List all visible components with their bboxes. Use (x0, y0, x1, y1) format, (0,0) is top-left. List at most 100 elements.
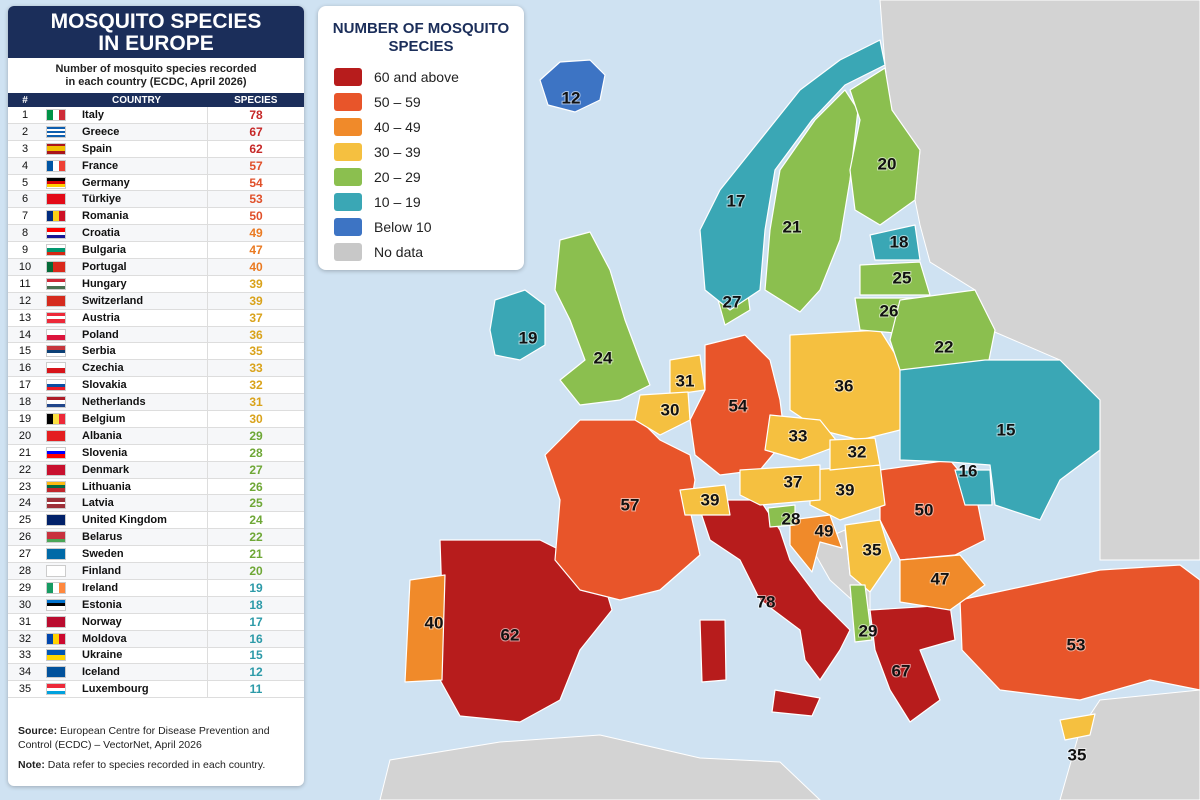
country-shape (954, 469, 993, 506)
flag-stripe (47, 248, 65, 252)
country-value: 29 (859, 621, 878, 640)
country-value: 15 (997, 420, 1016, 439)
species: 31 (207, 393, 304, 412)
table-body: 1 Italy 78 2 Greece 67 3 Spain 62 4 France 57 5 Germa… (8, 107, 304, 699)
country-shape (869, 224, 921, 261)
country-value: 47 (931, 569, 950, 588)
species: 78 (207, 107, 304, 124)
flag (46, 277, 66, 290)
rank: 27 (8, 545, 42, 564)
species: 32 (207, 376, 304, 395)
flag-stripe (47, 353, 65, 357)
flag-cell (42, 376, 82, 395)
legend-swatch (334, 192, 362, 211)
country-value: 25 (893, 268, 912, 287)
flag (46, 311, 66, 324)
flag-cell (42, 275, 82, 293)
country: Luxembourg (82, 680, 208, 699)
rank: 34 (8, 663, 42, 682)
table-row: 13 Austria 37 (8, 309, 304, 327)
table-row: 4 France 57 (8, 157, 304, 175)
flag-stripe (47, 655, 65, 661)
table-row: 14 Poland 36 (8, 326, 304, 344)
flag-stripe (59, 582, 65, 593)
table-row: 34 Iceland 12 (8, 663, 304, 682)
species: 50 (207, 207, 304, 226)
legend-item: 10 – 19 (334, 189, 524, 214)
title: MOSQUITO SPECIES IN EUROPE (8, 6, 304, 58)
country: Austria (82, 309, 208, 327)
country-value: 36 (835, 376, 854, 395)
flag-cell (42, 157, 82, 175)
flag-stripe (47, 413, 53, 424)
country: Lithuania (82, 478, 208, 496)
flag (46, 193, 66, 206)
flag-cell (42, 680, 82, 699)
flag (46, 531, 66, 544)
rank: 3 (8, 140, 42, 158)
flag-stripe (47, 397, 65, 401)
flag (46, 345, 66, 358)
column-header: COUNTRY (82, 93, 208, 107)
flag-stripe (47, 504, 65, 507)
flag-stripe (53, 160, 59, 171)
species: 19 (207, 579, 304, 597)
country-region (767, 504, 796, 528)
flag-stripe (47, 582, 53, 593)
flag-cell (42, 613, 82, 631)
rank: 7 (8, 207, 42, 226)
country-shape (669, 354, 706, 396)
source-label: Source: (18, 725, 58, 737)
flag-cell (42, 494, 82, 513)
species: 21 (207, 545, 304, 564)
rank: 22 (8, 461, 42, 479)
country: Slovakia (82, 376, 208, 395)
species: 40 (207, 258, 304, 276)
flag-stripe (53, 633, 59, 644)
rank: 18 (8, 393, 42, 412)
country: Greece (82, 123, 208, 141)
flag (46, 328, 66, 341)
country-region (844, 519, 893, 593)
flag-cell (42, 190, 82, 209)
flag-stripe (47, 234, 65, 239)
country: Italy (82, 107, 208, 124)
flag-stripe (47, 500, 65, 503)
country: Ukraine (82, 647, 208, 665)
rank: 6 (8, 190, 42, 209)
legend-title-line: NUMBER OF MOSQUITO (332, 20, 510, 37)
table-row: 26 Belarus 22 (8, 528, 304, 547)
species: 16 (207, 630, 304, 648)
rank: 12 (8, 292, 42, 310)
table-row: 8 Croatia 49 (8, 224, 304, 243)
country-shape (789, 329, 906, 441)
table-row: 27 Sweden 21 (8, 545, 304, 564)
flag-stripe (53, 211, 59, 222)
rank: 15 (8, 342, 42, 361)
title-line: IN EUROPE (98, 32, 214, 55)
rank: 29 (8, 579, 42, 597)
flag-stripe (47, 684, 65, 688)
country-shape (849, 67, 921, 226)
flag-stripe (47, 633, 53, 644)
country-region (899, 554, 986, 611)
country-shape (899, 359, 1101, 521)
table-row: 6 Türkiye 53 (8, 190, 304, 209)
legend-label: 50 – 59 (374, 93, 421, 110)
flag-stripe (47, 606, 65, 610)
legend-item: Below 10 (334, 214, 524, 239)
legend-label: 10 – 19 (374, 193, 421, 210)
flag (46, 227, 66, 240)
country-region (539, 59, 606, 113)
country-value: 28 (782, 509, 801, 528)
flag (46, 396, 66, 409)
flag (46, 446, 66, 459)
flag-stripe (47, 184, 65, 188)
flag-cell (42, 562, 82, 580)
subtitle-line: Number of mosquito species recorded (55, 63, 257, 75)
flag-cell (42, 207, 82, 226)
flag-stripe (47, 151, 65, 154)
country: France (82, 157, 208, 175)
country-value: 39 (836, 480, 855, 499)
country-region (899, 359, 1101, 521)
